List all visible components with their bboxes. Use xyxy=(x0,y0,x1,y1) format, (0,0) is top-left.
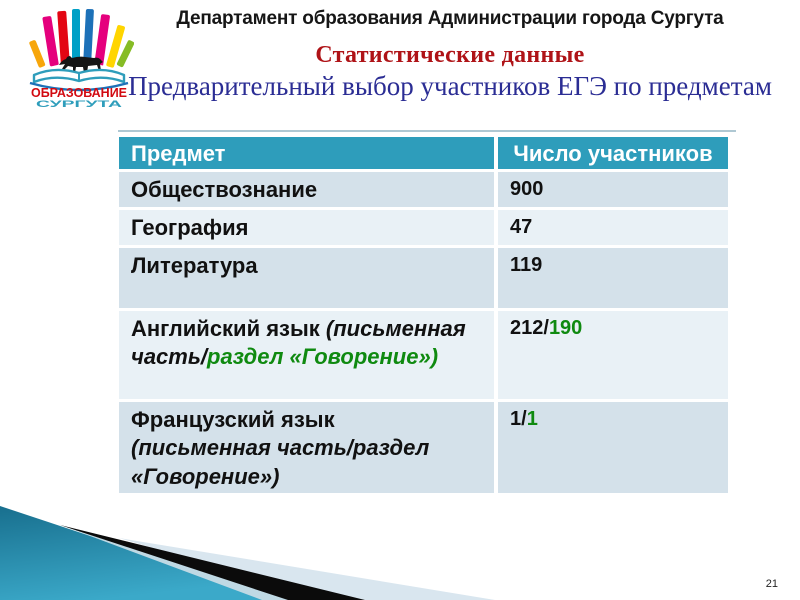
table-row: География 47 xyxy=(119,209,728,245)
horse-silhouette-icon xyxy=(59,56,103,73)
subject-cell: Английский язык (письменная часть/раздел… xyxy=(119,310,494,399)
count-cell: 119 xyxy=(498,247,728,308)
logo-subtitle: СУРГУТА xyxy=(36,99,123,109)
count-green-text: 190 xyxy=(548,316,583,339)
participants-table: Предмет Число участников Обществознание … xyxy=(115,134,732,496)
surgut-education-logo: ОБРАЗОВАНИЕ СУРГУТА xyxy=(29,8,134,109)
count-header-cell: Число участников xyxy=(498,137,728,170)
table-top-border xyxy=(118,130,736,132)
table-row: Английский язык (письменная часть/раздел… xyxy=(119,310,728,399)
page-number: 21 xyxy=(765,578,778,590)
count-cell: 47 xyxy=(498,209,728,245)
org-title: Департамент образования Администрации го… xyxy=(176,8,724,29)
subject-paren-green-text: раздел «Говорение») xyxy=(207,344,439,370)
subject-cell: Обществознание xyxy=(119,172,494,207)
count-black-text: 1/ xyxy=(510,407,527,430)
table-row: Обществознание 900 xyxy=(119,172,728,207)
table-row: Французский язык (письменная часть/раздел… xyxy=(119,401,728,494)
open-book-icon xyxy=(29,68,129,92)
pale-wedge xyxy=(119,538,495,600)
slide-subtitle: Предварительный выбор участников ЕГЭ по … xyxy=(128,71,772,102)
subject-cell: Французский язык (письменная часть/раздел… xyxy=(119,401,494,494)
subject-text: Английский язык xyxy=(131,315,326,341)
subject-paren-text: (письменная часть/раздел «Говорение») xyxy=(131,435,430,489)
count-cell: 900 xyxy=(498,172,728,207)
logo-title: ОБРАЗОВАНИЕ xyxy=(31,85,127,100)
subject-cell: Литература xyxy=(119,247,494,308)
table-header-row: Предмет Число участников xyxy=(119,137,728,170)
stat-title: Статистические данные xyxy=(315,41,585,68)
black-stripe xyxy=(60,525,365,600)
count-cell: 1/1 xyxy=(498,401,728,494)
subject-cell: География xyxy=(119,209,494,245)
count-black-text: 212/ xyxy=(510,316,549,339)
count-green-text: 1 xyxy=(526,407,538,430)
table-row: Литература 119 xyxy=(119,247,728,308)
subject-paren-text: (письменная часть/ xyxy=(131,315,466,370)
bottom-left-decoration xyxy=(0,506,495,600)
count-cell: 212/190 xyxy=(498,310,728,399)
subject-text: Французский язык xyxy=(131,406,335,432)
header-block: Департамент образования Администрации го… xyxy=(106,8,794,102)
subject-header-cell: Предмет xyxy=(119,137,494,170)
